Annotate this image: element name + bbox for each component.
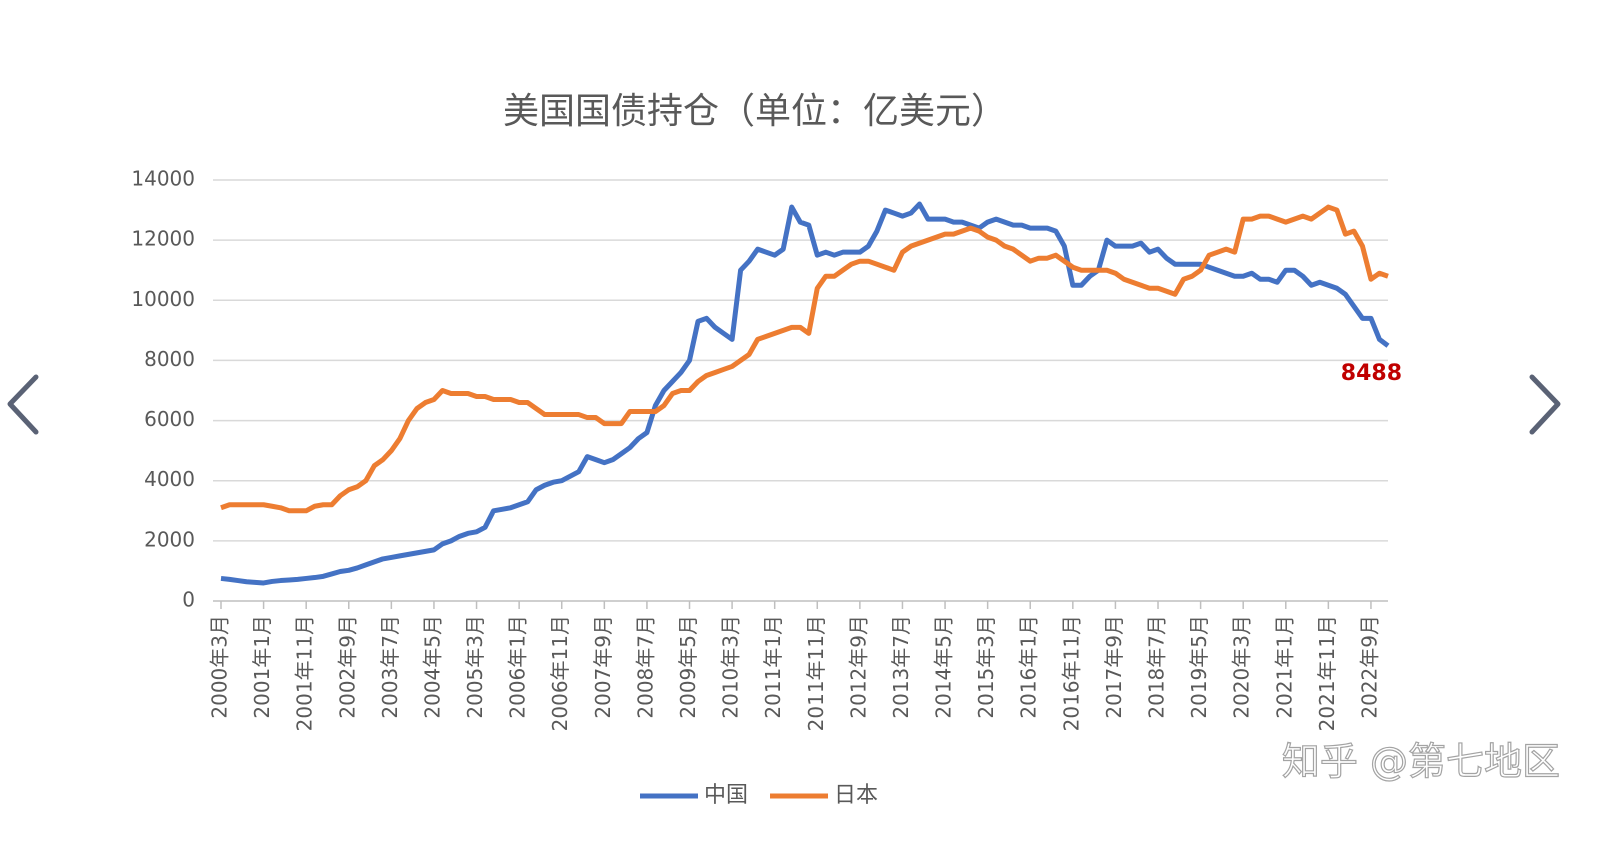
data-label: 8488 (1341, 361, 1402, 386)
x-tick-label: 2021年1月 (1272, 615, 1296, 719)
y-tick-label: 6000 (144, 407, 195, 431)
x-tick-label: 2016年1月 (1017, 615, 1041, 719)
y-tick-label: 2000 (144, 527, 195, 551)
x-tick-label: 2013年7月 (889, 615, 913, 719)
x-tick-label: 2014年5月 (932, 615, 956, 719)
x-tick-label: 2004年5月 (420, 615, 444, 719)
x-tick-label: 2001年11月 (293, 615, 317, 731)
x-tick-label: 2022年9月 (1357, 615, 1381, 719)
y-tick-label: 8000 (144, 347, 195, 371)
x-tick-label: 2012年9月 (846, 615, 870, 719)
x-tick-label: 2005年3月 (463, 615, 487, 719)
y-tick-label: 4000 (144, 467, 195, 491)
x-tick-label: 2021年11月 (1315, 615, 1339, 731)
x-tick-label: 2006年1月 (506, 615, 530, 719)
legend-label: 日本 (834, 783, 878, 808)
x-tick-label: 2001年1月 (250, 615, 274, 719)
x-tick-label: 2002年9月 (335, 615, 359, 719)
x-tick-label: 2019年5月 (1187, 615, 1211, 719)
y-tick-label: 14000 (131, 167, 195, 191)
x-tick-label: 2016年11月 (1059, 615, 1083, 731)
x-tick-label: 2018年7月 (1145, 615, 1169, 719)
x-tick-label: 2015年3月 (974, 615, 998, 719)
x-tick-label: 2017年9月 (1102, 615, 1126, 719)
series-line (220, 201, 1390, 586)
x-tick-label: 2009年5月 (676, 615, 700, 719)
x-tick-label: 2006年11月 (548, 615, 572, 731)
x-tick-label: 2020年3月 (1230, 615, 1254, 719)
x-tick-label: 2010年3月 (719, 615, 743, 719)
x-tick-label: 2003年7月 (378, 615, 402, 719)
x-tick-label: 2008年7月 (633, 615, 657, 719)
x-tick-label: 2000年3月 (208, 615, 232, 719)
prev-arrow[interactable] (7, 374, 39, 435)
y-tick-label: 12000 (131, 227, 195, 251)
legend-label: 中国 (704, 783, 748, 808)
watermark: 知乎 @第七地区 (1282, 740, 1560, 784)
next-arrow[interactable] (1529, 374, 1561, 435)
y-tick-label: 10000 (131, 287, 195, 311)
x-tick-label: 2007年9月 (591, 615, 615, 719)
x-tick-label: 2011年1月 (761, 615, 785, 719)
y-tick-label: 0 (182, 588, 195, 612)
series-line (220, 204, 1389, 514)
chart-title: 美国国债持仓（单位：亿美元） (503, 91, 1007, 132)
x-tick-label: 2011年11月 (804, 615, 828, 731)
